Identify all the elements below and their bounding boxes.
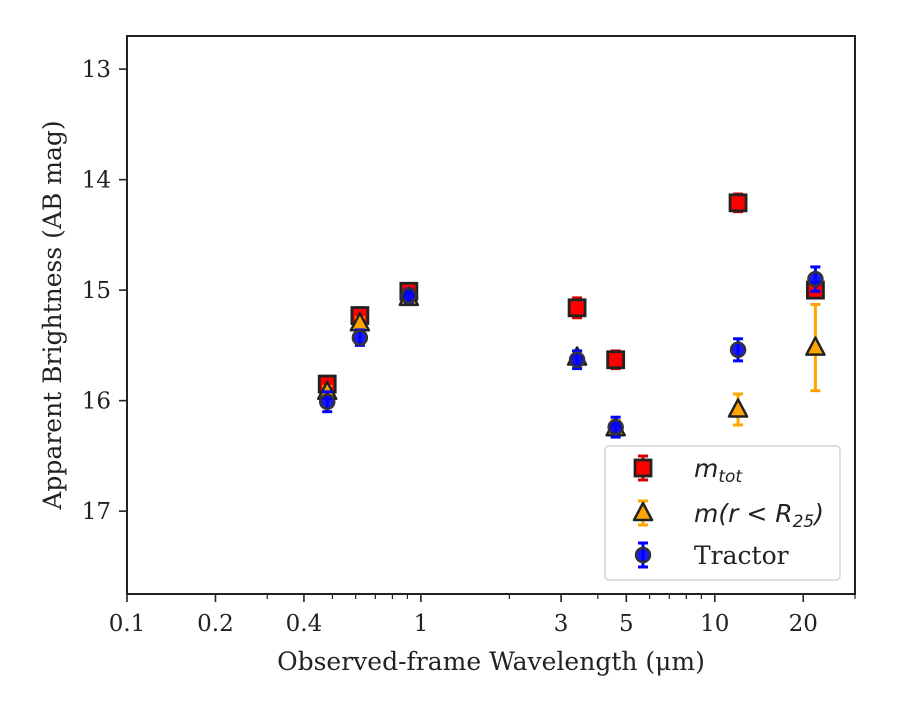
tractor-point [807,270,824,288]
y-tick-label: 13 [82,57,111,83]
x-tick-label: 1 [414,611,429,637]
legend-m-r25-label: m(r < R25) [694,499,824,532]
y-tick-label: 16 [82,389,111,415]
tractor-point [607,418,624,436]
legend-m-r25-marker [632,501,654,522]
m-r25-point [805,336,826,356]
legend-tractor-label: Tractor [694,541,789,570]
m-tot-point [606,350,626,370]
tractor-point [318,393,336,410]
tractor-point [568,351,586,369]
legend: mtot m(r < R25) Tractor [604,445,841,581]
x-axis-label: Observed-frame Wavelength (μm) [277,647,705,676]
legend-m-tot-label: mtot [694,454,743,487]
m-r25-point [727,398,749,418]
legend-frame [604,445,841,581]
m-tot-point [728,193,748,213]
x-tick-label: 0.2 [197,611,234,637]
y-axis-label: Apparent Brightness (AB mag) [38,120,67,510]
x-tick-label: 5 [619,611,634,637]
x-tick-label: 0.4 [286,611,323,637]
legend-tractor-marker [634,546,652,564]
tractor-point [400,287,418,304]
y-tick-label: 17 [82,499,111,525]
data-layer [316,192,826,439]
legend-m-tot-marker [633,458,653,478]
x-tick-label: 3 [554,611,569,637]
x-tick-label: 20 [789,611,818,637]
tractor-point [351,329,369,346]
plot-frame [126,35,856,595]
m-tot-point [567,298,587,318]
series-tractor [318,265,824,439]
x-tick-label: 10 [700,611,729,637]
y-tick-label: 14 [82,168,111,194]
x-tick-label: 0.1 [109,611,146,637]
tractor-point [729,341,747,359]
y-tick-label: 15 [82,278,111,304]
